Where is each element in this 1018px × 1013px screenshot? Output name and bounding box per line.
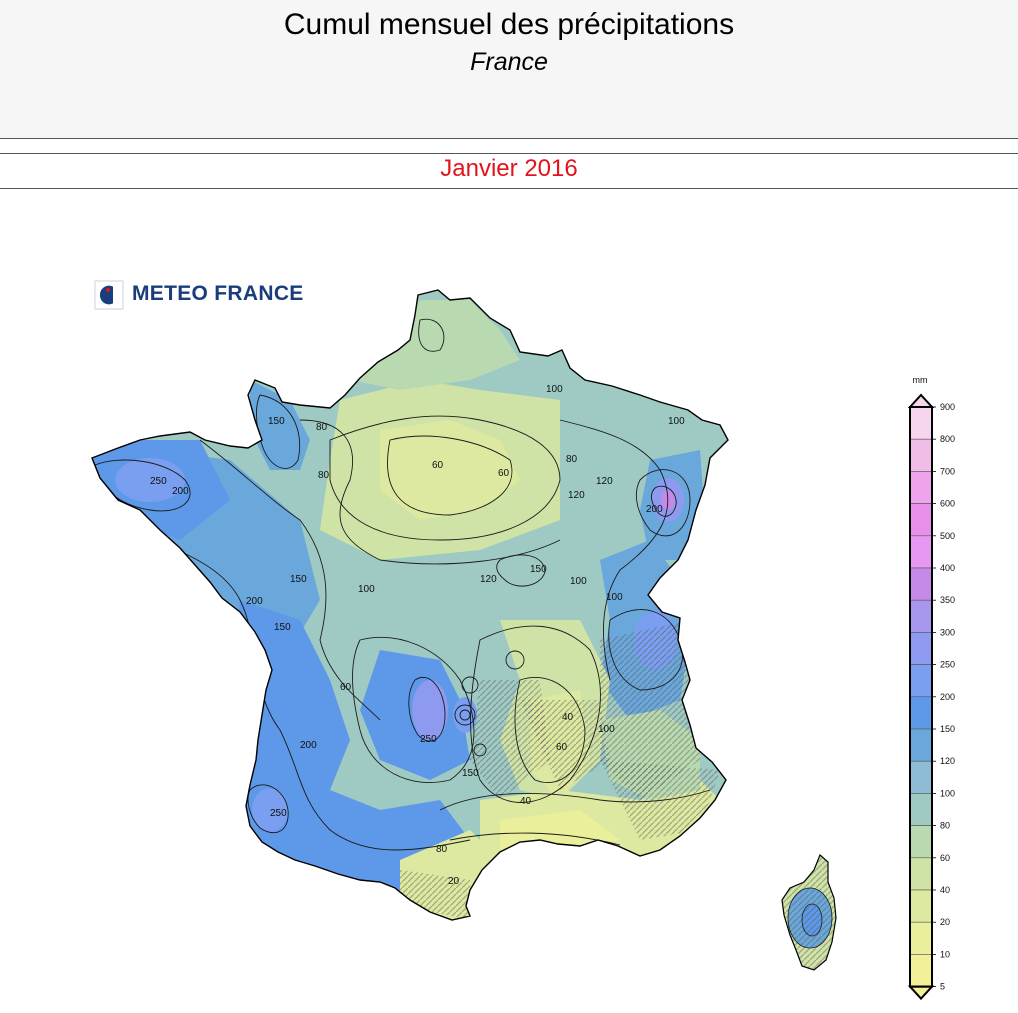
legend-label: 500 xyxy=(940,531,955,541)
meteo-france-logo-icon xyxy=(94,280,124,310)
contour-label: 100 xyxy=(598,724,615,735)
legend-band xyxy=(909,664,933,698)
contour-label: 150 xyxy=(290,574,307,585)
contour-label: 200 xyxy=(172,486,189,497)
precipitation-fill xyxy=(92,290,728,920)
legend-band xyxy=(909,632,933,665)
contour-label: 40 xyxy=(520,796,532,807)
legend-band xyxy=(909,535,933,569)
header-panel: Cumul mensuel des précipitations France xyxy=(0,0,1018,139)
contour-label: 80 xyxy=(566,454,578,465)
contour-label: 120 xyxy=(480,574,497,585)
contour-label: 60 xyxy=(432,460,444,471)
legend-band xyxy=(909,728,933,762)
legend-band xyxy=(909,825,933,859)
legend-label: 150 xyxy=(940,724,955,734)
legend-band xyxy=(909,954,933,987)
legend-label: 200 xyxy=(940,692,955,702)
legend-label: 800 xyxy=(940,434,955,444)
contour-label: 60 xyxy=(498,468,510,479)
contour-label: 60 xyxy=(556,742,568,753)
contour-label: 80 xyxy=(318,470,330,481)
legend-label: 100 xyxy=(940,788,955,798)
contour-label: 20 xyxy=(448,876,460,887)
legend-band xyxy=(909,760,933,794)
legend-arrow-up xyxy=(907,393,935,408)
legend-unit: mm xyxy=(913,375,928,385)
map-subtitle: France xyxy=(470,48,548,76)
contour-label: 100 xyxy=(570,576,587,587)
legend-band xyxy=(909,438,933,472)
legend-label: 350 xyxy=(940,595,955,605)
legend-bands xyxy=(907,393,935,1001)
legend-label: 700 xyxy=(940,466,955,476)
legend-label: 400 xyxy=(940,563,955,573)
period-label: Janvier 2016 xyxy=(440,155,578,182)
contour-label: 100 xyxy=(606,592,623,603)
legend-label: 900 xyxy=(940,402,955,412)
contour-label: 150 xyxy=(268,416,285,427)
meteo-france-logo: METEO FRANCE xyxy=(94,280,334,310)
legend-band xyxy=(909,921,933,955)
contour-label: 150 xyxy=(462,768,479,779)
legend-band xyxy=(909,599,933,633)
legend-label: 60 xyxy=(940,853,950,863)
contour-label: 100 xyxy=(668,416,685,427)
contour-label: 250 xyxy=(270,808,287,819)
legend-arrow-down xyxy=(907,985,935,1001)
legend-band xyxy=(909,567,933,601)
legend-label: 300 xyxy=(940,627,955,637)
contour-label: 60 xyxy=(340,682,352,693)
legend-band xyxy=(909,696,933,730)
legend-label: 5 xyxy=(940,982,945,992)
legend-labels: 900 800 700 600 500 400 350 300 250 200 150 120 100 8… xyxy=(932,402,955,992)
legend-band xyxy=(909,857,933,891)
legend-label: 40 xyxy=(940,885,950,895)
corsica-isohyets xyxy=(787,887,833,949)
contour-label: 150 xyxy=(274,622,291,633)
contour-label: 200 xyxy=(300,740,317,751)
contour-labels: 250 200 150 100 80 60 200 150 100 120 15… xyxy=(150,384,685,887)
legend-label: 600 xyxy=(940,499,955,509)
contour-label: 250 xyxy=(150,476,167,487)
legend-label: 10 xyxy=(940,949,950,959)
isohyet-lines xyxy=(92,318,711,851)
logo-text: METEO FRANCE xyxy=(132,282,304,305)
contour-label: 80 xyxy=(436,844,448,855)
legend-label: 120 xyxy=(940,756,955,766)
contour-label: 200 xyxy=(646,504,663,515)
contour-label: 150 xyxy=(530,564,547,575)
legend-band xyxy=(909,503,933,537)
contour-label: 80 xyxy=(316,422,328,433)
contour-label: 40 xyxy=(562,712,574,723)
contour-label: 120 xyxy=(568,490,585,501)
contour-label: 100 xyxy=(546,384,563,395)
legend-label: 80 xyxy=(940,821,950,831)
contour-label: 250 xyxy=(420,734,437,745)
legend-label: 20 xyxy=(940,917,950,927)
contour-label: 100 xyxy=(358,584,375,595)
period-band: Janvier 2016 xyxy=(0,153,1018,189)
precipitation-legend: mm 900 800 700 600 500 400 350 300 250 200 150 120 1… xyxy=(907,375,955,1001)
legend-band xyxy=(909,889,933,923)
legend-band xyxy=(909,406,933,440)
corsica-fill xyxy=(782,855,836,970)
contour-label: 200 xyxy=(246,596,263,607)
legend-label: 250 xyxy=(940,660,955,670)
precipitation-map: 250 200 150 100 80 60 200 150 100 120 15… xyxy=(91,289,837,971)
contour-label: 120 xyxy=(596,476,613,487)
legend-band xyxy=(909,471,933,504)
map-title: Cumul mensuel des précipitations xyxy=(283,8,735,41)
legend-band xyxy=(909,793,933,826)
